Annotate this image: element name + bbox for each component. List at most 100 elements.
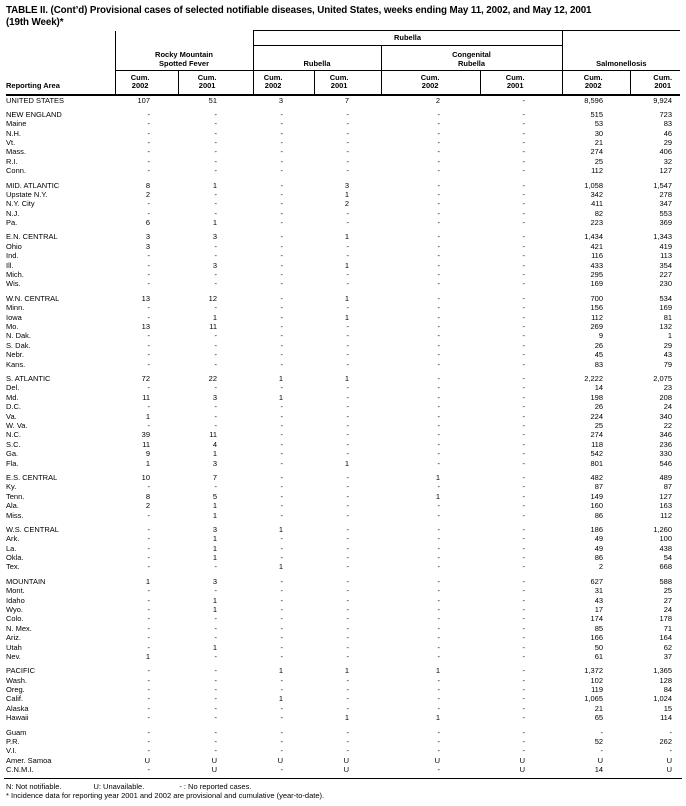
value-cell: 3 [344, 180, 349, 190]
value-cell: - [280, 482, 284, 492]
value-cell: - [280, 623, 284, 633]
value-cell: 149 [590, 491, 604, 501]
reporting-area-cell: Mich. [6, 270, 24, 280]
table-row: Va. 1 - - - - - 224 340 [6, 412, 680, 421]
value-cell: - [280, 472, 284, 482]
value-cell: - [437, 501, 441, 511]
value-cell: 17 [594, 604, 604, 614]
value-cell: - [147, 586, 151, 596]
value-cell: - [346, 449, 350, 459]
value-cell: - [522, 458, 526, 468]
table-row: C.N.M.I. - U - U - U 14 U [6, 765, 680, 774]
value-cell: 85 [594, 623, 604, 633]
value-cell: - [522, 322, 526, 331]
value-cell: - [522, 392, 526, 402]
value-cell: - [437, 633, 441, 643]
value-cell: 86 [594, 510, 604, 520]
reporting-area-cell: Ala. [6, 501, 19, 511]
reporting-area-cell: Del. [6, 383, 20, 393]
value-cell: 346 [659, 430, 673, 440]
value-cell: - [437, 420, 441, 430]
value-cell: - [280, 703, 284, 713]
reporting-area-cell: Ind. [6, 251, 19, 261]
value-cell: 2 [145, 501, 150, 511]
value-cell: - [147, 303, 151, 313]
value-cell: - [522, 180, 526, 190]
reporting-area-cell: N.H. [6, 128, 21, 138]
value-cell: - [280, 279, 284, 289]
value-cell: 723 [659, 109, 673, 119]
value-cell: - [346, 576, 350, 586]
value-cell: 178 [659, 614, 673, 624]
reporting-area-header: Reporting Area [6, 70, 115, 96]
value-cell: 1 [278, 562, 283, 572]
reporting-area-cell: Conn. [6, 166, 27, 176]
value-cell: 1 [212, 642, 217, 652]
value-cell: 54 [663, 553, 673, 563]
reporting-area-cell: MOUNTAIN [6, 576, 46, 586]
value-cell: - [214, 727, 218, 737]
value-cell: - [437, 586, 441, 596]
value-cell: - [346, 340, 350, 350]
value-cell: - [214, 685, 218, 695]
value-cell: - [437, 651, 441, 661]
value-cell: - [147, 208, 151, 218]
value-cell: U [211, 765, 217, 775]
value-cell: - [522, 562, 526, 572]
value-cell: - [214, 189, 218, 199]
value-cell: - [600, 727, 604, 737]
value-cell: 49 [594, 543, 604, 553]
value-cell: - [669, 727, 673, 737]
value-cell: 489 [659, 472, 673, 482]
value-cell: - [437, 251, 441, 261]
column-header-salmonellosis-cum-2001: Cum. 2001 [629, 70, 681, 96]
value-cell: 236 [659, 439, 673, 449]
reporting-area-cell: W. Va. [6, 420, 28, 430]
value-cell: - [346, 633, 350, 643]
value-cell: - [280, 553, 284, 563]
value-cell: - [522, 411, 526, 421]
table-row: E.S. CENTRAL 10 7 - - 1 - 482 489 [6, 473, 680, 482]
value-cell: 1 [344, 260, 349, 270]
table-row: W.N. CENTRAL 13 12 - 1 - - 700 534 [6, 294, 680, 303]
value-cell: 588 [659, 576, 673, 586]
column-group-rubella-super: Rubella [252, 30, 563, 46]
value-cell: - [522, 232, 526, 242]
value-cell: - [280, 765, 284, 775]
value-cell: 87 [663, 482, 673, 492]
value-cell: 1 [435, 713, 440, 723]
value-cell: - [280, 604, 284, 614]
column-header-congenital-rubella-cum-2001: Cum. 2001 [479, 70, 563, 96]
value-cell: - [147, 312, 151, 322]
reporting-area-cell: Tex. [6, 562, 20, 572]
value-cell: - [280, 642, 284, 652]
value-cell: 83 [594, 359, 604, 369]
table-row: UNITED STATES 107 51 3 7 2 - 8,596 9,924 [6, 95, 680, 105]
value-cell: - [346, 392, 350, 402]
value-cell: - [147, 402, 151, 412]
value-cell: - [280, 350, 284, 360]
value-cell: - [280, 501, 284, 511]
reporting-area-cell: S. ATLANTIC [6, 373, 51, 383]
value-cell: - [147, 727, 151, 737]
value-cell: 156 [590, 303, 604, 313]
header-spacer-salmonellosis [561, 30, 681, 46]
table-row: Ala. 2 1 - - - - 160 163 [6, 501, 680, 510]
table-row: Oreg. - - - - - - 119 84 [6, 685, 680, 694]
value-cell: 21 [594, 703, 604, 713]
reporting-area-cell: Guam [6, 727, 27, 737]
value-cell: - [346, 138, 350, 148]
value-cell: - [346, 331, 350, 341]
table-row: Mass. - - - - - - 274 406 [6, 147, 680, 156]
value-cell: 27 [663, 595, 673, 605]
value-cell: 262 [659, 737, 673, 746]
value-cell: - [147, 642, 151, 652]
reporting-area-cell: Wash. [6, 675, 27, 685]
value-cell: 433 [590, 260, 604, 270]
reporting-area-cell: MID. ATLANTIC [6, 180, 60, 190]
table-row: PACIFIC - - 1 1 1 - 1,372 1,365 [6, 666, 680, 675]
footnote-incidence: * Incidence data for reporting year 2001… [6, 791, 325, 801]
value-cell: U [211, 755, 217, 765]
table-row: Guam - - - - - - - - [6, 728, 680, 737]
value-cell: 23 [663, 383, 673, 393]
